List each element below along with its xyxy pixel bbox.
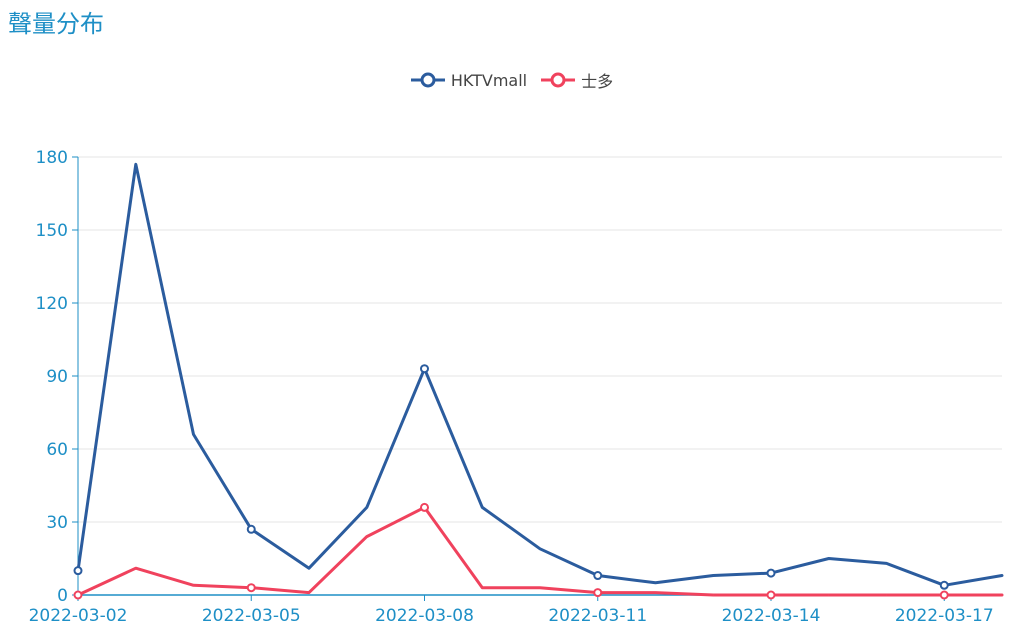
- x-tick-label: 2022-03-14: [722, 606, 821, 626]
- y-tick-label: 0: [57, 586, 68, 606]
- x-tick-label: 2022-03-08: [375, 606, 474, 626]
- chart-title: 聲量分布: [8, 10, 104, 38]
- data-point-0: [766, 568, 776, 578]
- x-tick-label: 2022-03-05: [202, 606, 301, 626]
- data-point-1: [73, 590, 83, 600]
- y-tick-label: 120: [36, 294, 68, 314]
- y-tick-label: 60: [46, 440, 68, 460]
- legend: HKTVmall 士多: [0, 66, 1024, 94]
- data-point-0: [246, 524, 256, 534]
- x-tick-label: 2022-03-17: [895, 606, 994, 626]
- legend-marker-hktvmall: [410, 72, 445, 88]
- y-tick-label: 30: [46, 513, 68, 533]
- data-point-1: [420, 502, 429, 512]
- y-tick-label: 150: [36, 221, 68, 241]
- x-tick-label: 2022-03-02: [29, 606, 128, 626]
- data-point-1: [246, 583, 256, 593]
- data-point-0: [593, 571, 603, 581]
- y-tick-label: 180: [36, 148, 68, 168]
- legend-label-hktvmall: HKTVmall: [450, 70, 528, 90]
- series-line-1: [76, 505, 1004, 597]
- data-point-0: [73, 566, 83, 576]
- x-tick-label: 2022-03-11: [548, 606, 647, 626]
- data-point-1: [593, 588, 603, 598]
- y-tick-label: 90: [46, 367, 68, 387]
- data-point-0: [939, 580, 949, 590]
- data-point-1: [939, 590, 949, 600]
- legend-item-hktvmall[interactable]: HKTVmall: [410, 70, 528, 90]
- legend-item-shido[interactable]: 士多: [541, 68, 613, 92]
- data-point-0: [420, 364, 429, 374]
- data-point-1: [766, 590, 776, 600]
- legend-label-shido: 士多: [581, 72, 614, 91]
- legend-marker-shido: [541, 72, 576, 88]
